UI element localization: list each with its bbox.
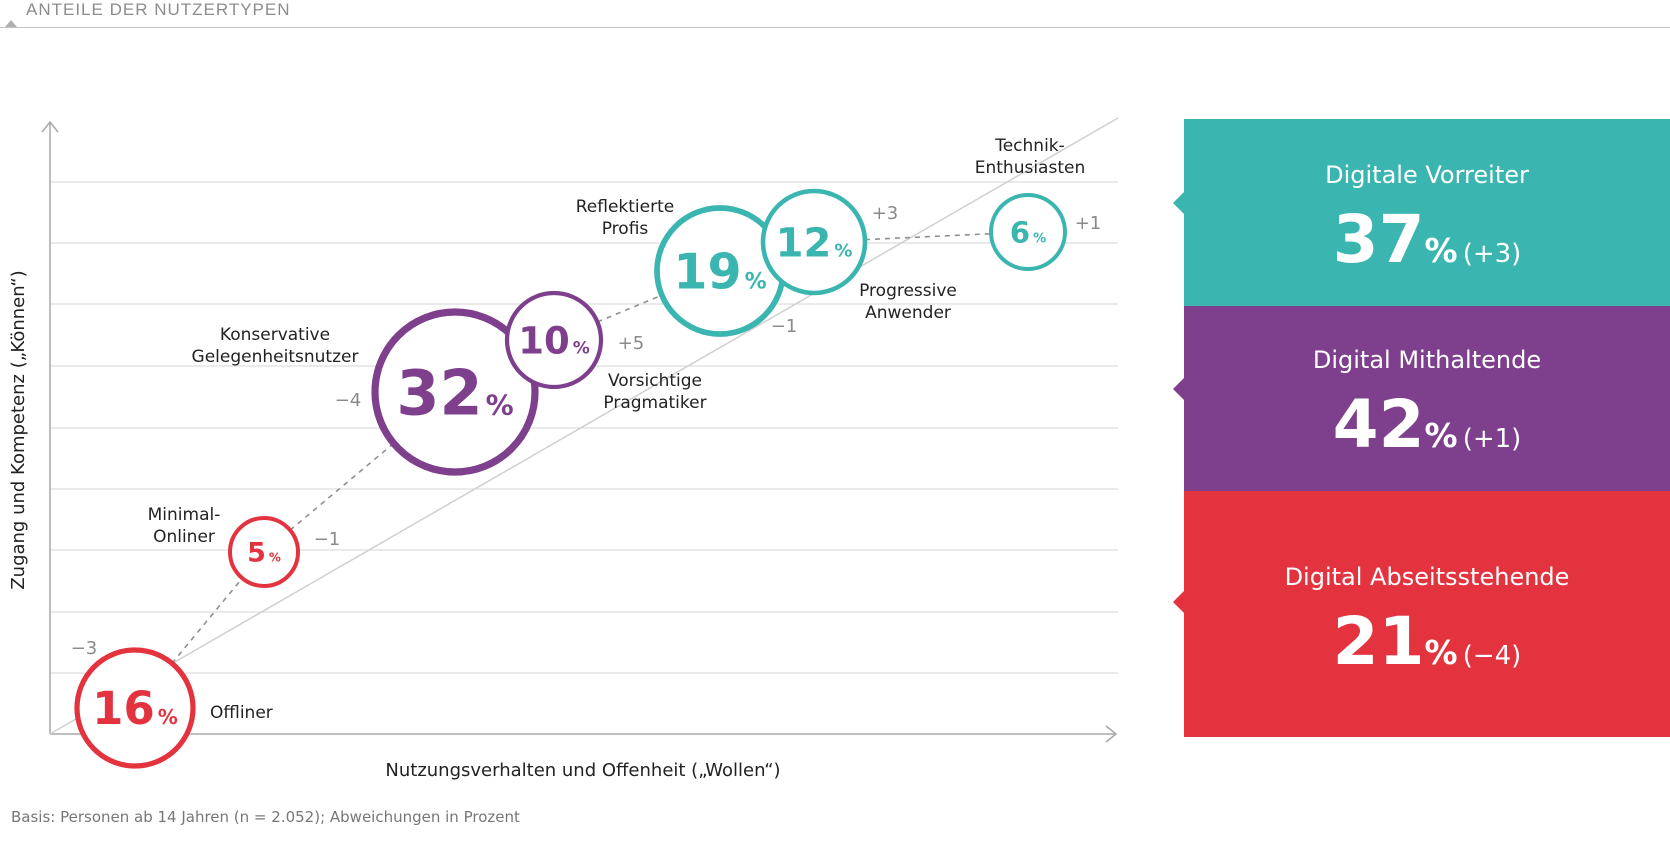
group-value: 37 xyxy=(1332,201,1425,278)
group-panel-absent: Digital Abseitsstehende 21% (−4) xyxy=(1173,491,1670,737)
bubble xyxy=(74,647,196,769)
x-axis-title: Nutzungsverhalten und Offenheit („Wollen… xyxy=(385,760,780,781)
group-value: 21 xyxy=(1332,603,1425,680)
group-pct: % xyxy=(1424,416,1458,455)
bubble-value: 10% xyxy=(518,319,590,362)
group-pct: % xyxy=(1424,231,1458,270)
category-label-line: Minimal- xyxy=(148,505,221,525)
diagonal-line xyxy=(49,117,1119,735)
group-value: 42 xyxy=(1332,386,1425,463)
bubble-value: 32% xyxy=(396,356,513,429)
category-label-line: Onliner xyxy=(153,527,215,547)
change-label: −1 xyxy=(314,529,341,550)
category-label: Vorsichtige Pragmatiker xyxy=(603,371,706,413)
panel-pointer xyxy=(1173,590,1184,613)
category-label: Progressive Anwender xyxy=(859,281,957,323)
y-axis-title: Zugang und Kompetenz („Können“) xyxy=(8,270,29,589)
bubble-value-number: 10 xyxy=(518,319,570,362)
category-label-line: Enthusiasten xyxy=(975,158,1085,178)
bubble-value-number: 5 xyxy=(247,538,266,569)
category-label-line: Technik- xyxy=(994,136,1065,156)
bubble-value-number: 19 xyxy=(673,244,741,301)
bubble xyxy=(371,308,539,476)
bubble-value-number: 6 xyxy=(1010,215,1030,249)
category-label-line: Konservative xyxy=(220,325,330,345)
group-share: 37% (+3) xyxy=(1184,201,1670,278)
bubble-value-pct: % xyxy=(269,551,281,565)
category-label: Offliner xyxy=(210,703,273,723)
category-label: Reflektierte Profis xyxy=(576,197,674,239)
category-label-line: Reflektierte xyxy=(576,197,674,217)
category-label-line: Gelegenheitsnutzer xyxy=(192,347,359,367)
bubble xyxy=(760,188,868,296)
bubble-value-pct: % xyxy=(158,705,178,729)
footnote: Basis: Personen ab 14 Jahren (n = 2.052)… xyxy=(11,808,520,826)
group-change: (−4) xyxy=(1462,641,1522,671)
category-label-line: Vorsichtige xyxy=(608,371,702,391)
connector-line xyxy=(597,294,663,323)
category-label-line: Anwender xyxy=(865,303,951,323)
panel-pointer xyxy=(1173,378,1184,401)
bubble-value-pct: % xyxy=(745,270,767,295)
header-rule xyxy=(0,27,1670,28)
change-label: +3 xyxy=(872,203,899,224)
group-name: Digital Abseitsstehende xyxy=(1284,563,1570,591)
bubble-value-pct: % xyxy=(1033,231,1046,246)
bubble-value-pct: % xyxy=(834,240,852,261)
group-change: (+1) xyxy=(1462,424,1522,454)
category-label-line: Offliner xyxy=(210,703,273,723)
change-label: −1 xyxy=(771,316,798,337)
bubble-value-pct: % xyxy=(573,338,590,358)
category-label: Minimal-Onliner xyxy=(148,505,221,547)
bubble xyxy=(504,290,604,390)
category-label-line: Profis xyxy=(602,219,649,239)
bubble-value: 12% xyxy=(776,220,853,266)
group-panel-pioneer: Digitale Vorreiter 37% (+3) xyxy=(1173,119,1670,306)
connector-line xyxy=(171,577,243,664)
category-label: Technik-Enthusiasten xyxy=(975,136,1085,178)
change-label: −4 xyxy=(335,390,362,411)
category-label: Konservative Gelegenheitsnutzer xyxy=(192,325,359,367)
category-label-line: Progressive xyxy=(859,281,957,301)
x-axis-arrow-icon xyxy=(1105,725,1118,743)
bubble-value-pct: % xyxy=(486,388,514,421)
page-title: ANTEILE DER NUTZERTYPEN xyxy=(26,0,291,19)
group-share: 21% (−4) xyxy=(1184,603,1670,680)
bubble-chart: Nutzungsverhalten und Offenheit („Wollen… xyxy=(8,117,1119,781)
bubble xyxy=(989,193,1067,271)
group-name: Digitale Vorreiter xyxy=(1325,161,1529,189)
header: ANTEILE DER NUTZERTYPEN xyxy=(0,0,1670,30)
category-label-line: Pragmatiker xyxy=(603,393,706,413)
bubble xyxy=(228,516,300,588)
connector-line xyxy=(289,442,395,531)
group-share: 42% (+1) xyxy=(1184,386,1670,463)
change-label: −3 xyxy=(71,638,98,659)
change-label: +1 xyxy=(1075,213,1102,234)
header-triangle xyxy=(5,20,17,27)
group-name: Digital Mithaltende xyxy=(1312,346,1542,374)
group-change: (+3) xyxy=(1462,239,1522,269)
bubble-value: 5% xyxy=(247,538,281,569)
y-axis-arrow-icon xyxy=(41,120,59,133)
bubble-value: 19% xyxy=(673,244,766,301)
bubble-value-number: 16 xyxy=(92,682,155,735)
group-pct: % xyxy=(1424,633,1458,672)
panel-pointer xyxy=(1173,192,1184,215)
bubble-value-number: 12 xyxy=(776,220,832,266)
change-label: +5 xyxy=(618,333,645,354)
bubble-value: 6% xyxy=(1010,215,1046,249)
group-panel-keeping: Digital Mithaltende 42% (+1) xyxy=(1173,306,1670,491)
bubble-value-number: 32 xyxy=(396,356,482,429)
connector-line xyxy=(864,232,992,241)
bubble-value: 16% xyxy=(92,682,178,735)
